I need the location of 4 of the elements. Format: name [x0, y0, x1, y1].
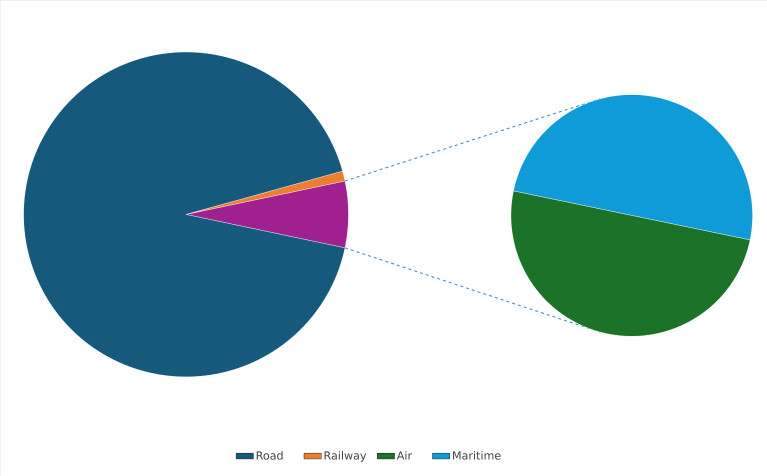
legend-label: Maritime — [453, 451, 501, 460]
legend-label: Air — [396, 451, 412, 460]
legend-label: Railway — [324, 451, 366, 462]
legend-label: Road — [256, 451, 283, 460]
